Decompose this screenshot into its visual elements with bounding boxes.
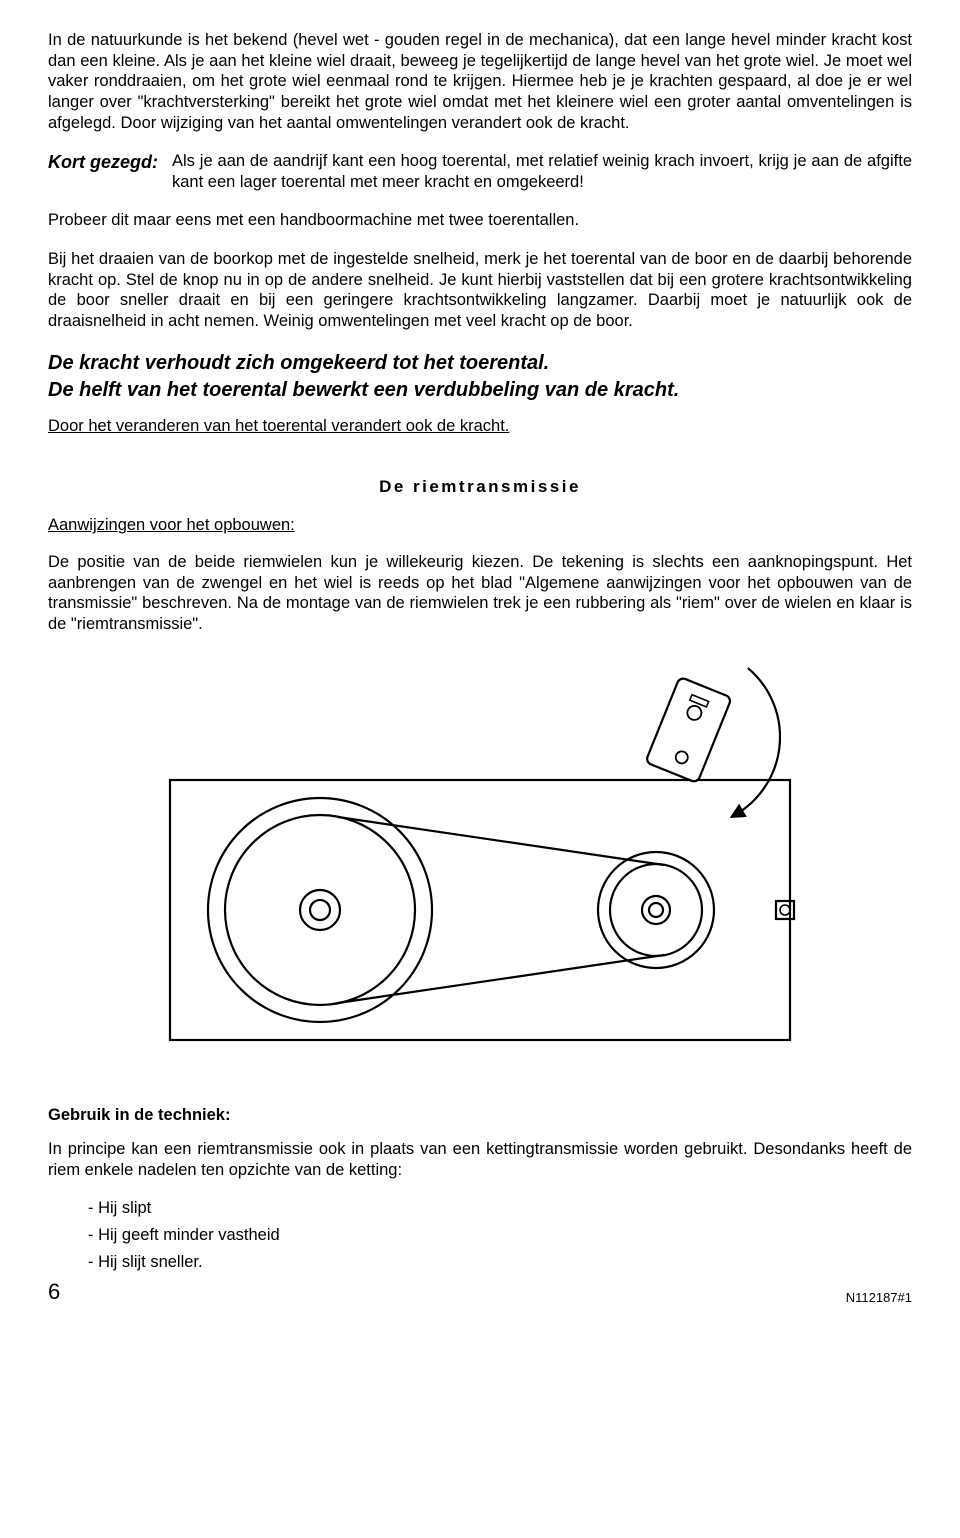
nadelen-list: - Hij slipt - Hij geeft minder vastheid … (48, 1198, 912, 1272)
belt-transmission-diagram (48, 665, 912, 1065)
positie-paragraph: De positie van de beide riemwielen kun j… (48, 552, 912, 635)
probeer-paragraph: Probeer dit maar eens met een handboorma… (48, 210, 912, 231)
aanwijzingen-label: Aanwijzingen voor het opbouwen: (48, 515, 912, 536)
document-code: N112187#1 (846, 1290, 912, 1306)
intro-paragraph: In de natuurkunde is het bekend (hevel w… (48, 30, 912, 133)
kort-gezegd-row: Kort gezegd: Als je aan de aandrijf kant… (48, 151, 912, 192)
gebruik-title: Gebruik in de techniek: (48, 1105, 912, 1126)
kort-gezegd-text: Als je aan de aandrijf kant een hoog toe… (172, 151, 912, 192)
headline-line-1: De kracht verhoudt zich omgekeerd tot he… (48, 350, 912, 377)
kort-gezegd-label: Kort gezegd: (48, 151, 158, 192)
page-number: 6 (48, 1278, 60, 1306)
door-verandering-line: Door het veranderen van het toerental ve… (48, 416, 912, 437)
page-footer: 6 N112187#1 (48, 1278, 912, 1306)
headline-block: De kracht verhoudt zich omgekeerd tot he… (48, 350, 912, 404)
list-item: - Hij geeft minder vastheid (88, 1225, 912, 1246)
bij-draaien-paragraph: Bij het draaien van de boorkop met de in… (48, 249, 912, 332)
list-item: - Hij slijt sneller. (88, 1252, 912, 1273)
headline-line-2: De helft van het toerental bewerkt een v… (48, 377, 912, 404)
gebruik-paragraph: In principe kan een riemtransmissie ook … (48, 1139, 912, 1180)
list-item: - Hij slipt (88, 1198, 912, 1219)
section-title: De riemtransmissie (48, 476, 912, 497)
